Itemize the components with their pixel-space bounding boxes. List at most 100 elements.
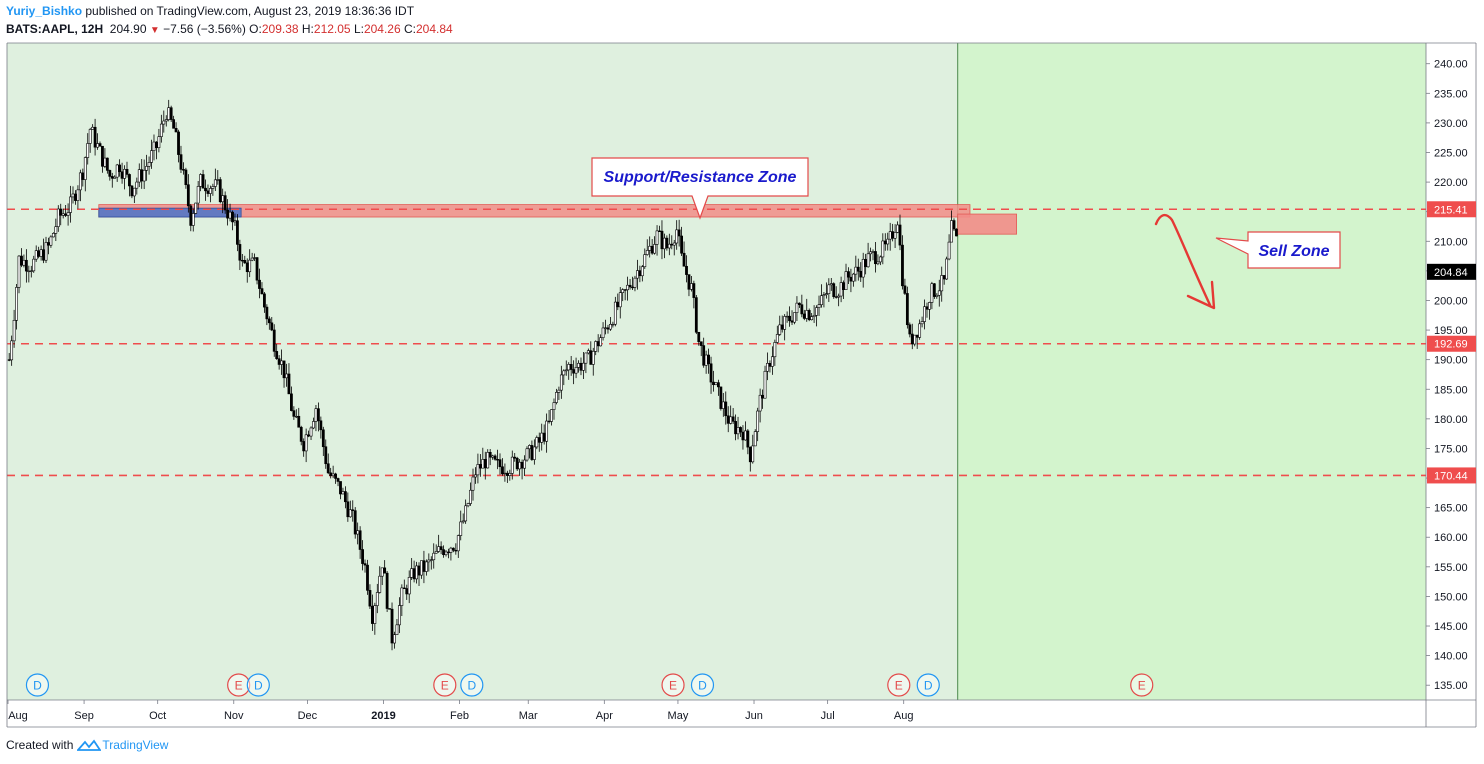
event-label-3: E bbox=[441, 679, 449, 693]
candle-body bbox=[567, 364, 571, 371]
candle-body bbox=[321, 429, 325, 448]
candle-body bbox=[599, 337, 603, 347]
candle-body bbox=[488, 452, 492, 458]
candle-body bbox=[442, 549, 445, 556]
candle-body bbox=[729, 416, 733, 424]
candle-body bbox=[847, 271, 850, 278]
candle-body bbox=[432, 552, 436, 561]
candle-body bbox=[159, 123, 163, 137]
price-change: −7.56 (−3.56%) bbox=[163, 22, 246, 36]
candle-body bbox=[596, 341, 600, 347]
candle-body bbox=[182, 169, 185, 171]
x-tick-label: 2019 bbox=[371, 710, 395, 722]
candle-body bbox=[275, 351, 279, 360]
candle-body bbox=[240, 259, 244, 262]
candle-body bbox=[574, 367, 578, 374]
candle-body bbox=[81, 172, 85, 180]
candle-body bbox=[56, 208, 60, 227]
candle-body bbox=[309, 427, 313, 437]
candle-body bbox=[584, 352, 588, 364]
candle-body bbox=[272, 329, 276, 352]
event-label-6: D bbox=[698, 679, 707, 693]
candle-body bbox=[120, 171, 124, 179]
candle-body bbox=[42, 249, 45, 261]
candle-body bbox=[223, 195, 227, 211]
candle-body bbox=[486, 452, 490, 469]
candle-body bbox=[653, 244, 657, 254]
candle-body bbox=[471, 476, 475, 491]
candle-body bbox=[839, 282, 843, 297]
candle-body bbox=[383, 567, 387, 574]
candle-body bbox=[385, 572, 389, 609]
candle-body bbox=[665, 237, 669, 249]
candle-body bbox=[417, 565, 421, 576]
candle-body bbox=[898, 224, 902, 246]
footer: Created with TradingView bbox=[6, 738, 168, 752]
candle-body bbox=[731, 416, 735, 422]
level-price-label-1: 192.69 bbox=[1434, 339, 1468, 351]
candle-body bbox=[802, 313, 806, 319]
candle-body bbox=[881, 240, 885, 258]
candle-body bbox=[110, 176, 114, 179]
candle-body bbox=[878, 256, 882, 263]
candle-body bbox=[869, 251, 872, 255]
candle-body bbox=[579, 362, 583, 371]
candle-body bbox=[179, 154, 183, 170]
candle-body bbox=[692, 283, 696, 298]
candle-body bbox=[44, 242, 48, 261]
candle-body bbox=[903, 285, 907, 294]
candle-body bbox=[712, 381, 715, 386]
candle-body bbox=[930, 283, 934, 303]
candle-body bbox=[255, 257, 259, 281]
event-marker-8 bbox=[916, 673, 940, 697]
candle-body bbox=[883, 240, 887, 245]
candle-body bbox=[226, 209, 230, 219]
candle-body bbox=[292, 410, 296, 417]
candle-body bbox=[550, 409, 553, 422]
candle-body bbox=[623, 289, 627, 291]
candle-body bbox=[611, 323, 615, 326]
event-label-5: E bbox=[669, 679, 677, 693]
candle-body bbox=[22, 259, 26, 266]
y-tick-label: 230.00 bbox=[1434, 118, 1468, 130]
candle-body bbox=[947, 241, 951, 260]
tradingview-link[interactable]: TradingView bbox=[102, 738, 169, 752]
candle-body bbox=[216, 179, 220, 181]
level-price-label-0: 215.41 bbox=[1434, 204, 1468, 216]
candle-body bbox=[429, 559, 433, 561]
candle-body bbox=[520, 461, 524, 469]
candle-body bbox=[150, 150, 153, 163]
y-tick-label: 175.00 bbox=[1434, 443, 1468, 455]
candle-body bbox=[380, 567, 384, 577]
candle-body bbox=[702, 345, 706, 366]
candle-body bbox=[248, 259, 252, 273]
candle-body bbox=[454, 549, 458, 552]
candle-body bbox=[955, 228, 958, 237]
candle-body bbox=[591, 351, 595, 365]
candle-body bbox=[280, 360, 283, 365]
candle-body bbox=[577, 362, 580, 368]
candle-body bbox=[113, 176, 117, 179]
author-link[interactable]: Yuriy_Bishko bbox=[6, 4, 83, 18]
y-tick-label: 155.00 bbox=[1434, 562, 1468, 574]
candle-body bbox=[20, 255, 23, 266]
candle-body bbox=[407, 577, 411, 595]
candle-body bbox=[559, 374, 563, 391]
candle-body bbox=[837, 295, 841, 298]
candle-body bbox=[108, 170, 112, 177]
candle-body bbox=[64, 213, 68, 216]
candle-body bbox=[537, 437, 541, 443]
candle-body bbox=[655, 230, 659, 245]
candle-body bbox=[807, 310, 811, 321]
event-marker-2 bbox=[246, 673, 270, 697]
symbol-label: BATS:AAPL, 12H bbox=[6, 22, 104, 36]
candle-body bbox=[790, 320, 794, 323]
x-tick-label: Oct bbox=[149, 710, 166, 722]
candle-body bbox=[896, 224, 899, 233]
candle-body bbox=[290, 393, 293, 411]
candle-body bbox=[140, 169, 144, 182]
candle-body bbox=[17, 255, 21, 288]
candle-body bbox=[405, 588, 409, 595]
candle-body bbox=[91, 126, 95, 130]
